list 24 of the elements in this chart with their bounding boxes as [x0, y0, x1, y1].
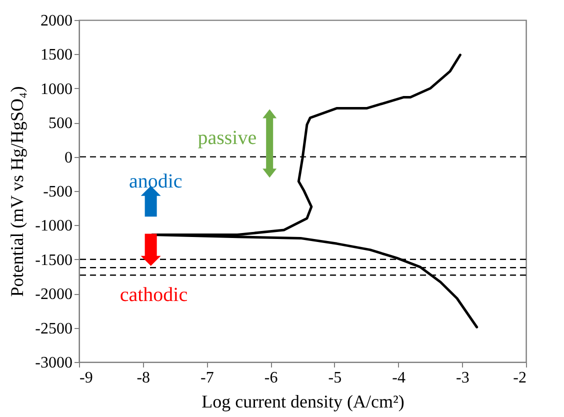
y-tick-label: -1000	[35, 218, 72, 235]
x-tick-label: -6	[264, 370, 278, 386]
y-tick-label: 0	[64, 149, 72, 166]
y-tick-label: -2000	[35, 286, 72, 304]
x-tick-label: -5	[328, 370, 342, 386]
y-tick-label: -2500	[35, 320, 72, 338]
annotation: anodic	[128, 170, 182, 192]
annotation: passive	[198, 126, 257, 149]
x-tick-label: -2	[513, 370, 526, 386]
y-tick-label: 1000	[40, 80, 72, 98]
y-tick-label: 1500	[40, 46, 72, 64]
y-tick-label: -1500	[35, 252, 72, 269]
annotation: cathodic	[120, 284, 188, 306]
x-tick-label: -4	[392, 370, 406, 386]
y-tick-label: 2000	[40, 12, 72, 30]
x-tick-label: -8	[136, 370, 150, 386]
x-tick-label: -7	[200, 370, 214, 386]
y-tick-label: 500	[48, 115, 72, 132]
y-tick-label: -500	[43, 184, 72, 200]
y-axis-title: Potential (mV vs Hg/HgSO₄)	[7, 86, 28, 297]
x-tick-label: -9	[80, 370, 93, 386]
x-axis-title: Log current density (A/cm²)	[202, 392, 404, 412]
y-tick-label: -3000	[35, 354, 72, 372]
x-tick-label: -3	[456, 370, 470, 386]
